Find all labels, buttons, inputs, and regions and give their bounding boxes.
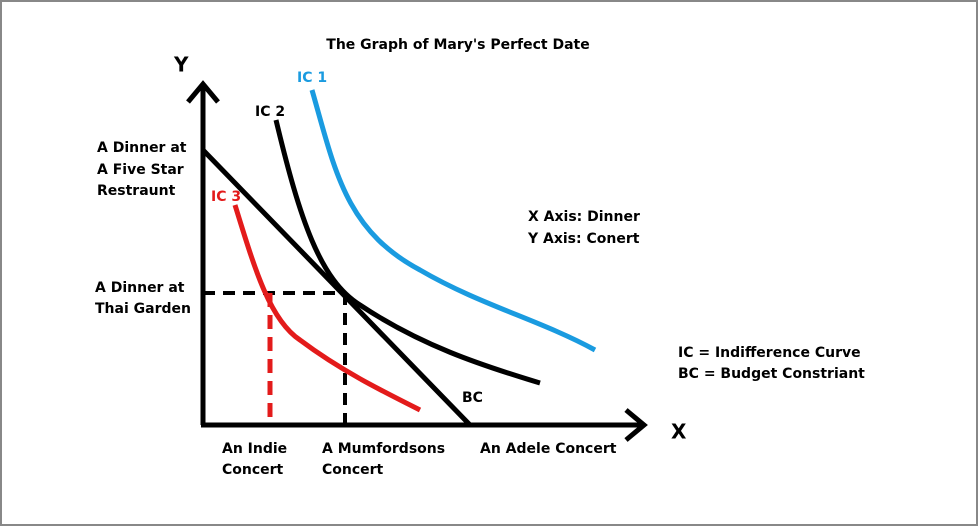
- y-arrow: [186, 80, 220, 104]
- y-label: Restraunt: [97, 183, 176, 199]
- curve: [232, 204, 422, 413]
- axis-note: X Axis: Dinner: [528, 209, 640, 225]
- curve-label: IC 2: [255, 104, 285, 120]
- y-axis-label: Y: [173, 53, 189, 77]
- curve: [309, 89, 597, 353]
- x-axis-label: X: [671, 420, 687, 444]
- curve-label: IC 1: [297, 70, 327, 86]
- legend-entry: IC = Indifference Curve: [678, 345, 861, 361]
- x-label: An Adele Concert: [480, 441, 617, 457]
- legend-entry: BC = Budget Constriant: [678, 366, 865, 382]
- y-label: A Dinner at: [97, 140, 187, 156]
- axis-note: Y Axis: Conert: [527, 231, 640, 247]
- curve-label: IC 3: [211, 189, 241, 205]
- budget-label: BC: [462, 390, 483, 406]
- x-label: Concert: [322, 462, 384, 478]
- curve: [273, 119, 541, 386]
- x-label: A Mumfordsons: [322, 441, 445, 457]
- title: The Graph of Mary's Perfect Date: [326, 37, 589, 53]
- y-label: A Five Star: [97, 162, 184, 178]
- y-label: Thai Garden: [95, 301, 191, 317]
- x-label: An Indie: [222, 441, 287, 457]
- x-arrow: [624, 408, 648, 442]
- y-label: A Dinner at: [95, 280, 185, 296]
- x-label: Concert: [222, 462, 284, 478]
- budget-line: [201, 148, 472, 427]
